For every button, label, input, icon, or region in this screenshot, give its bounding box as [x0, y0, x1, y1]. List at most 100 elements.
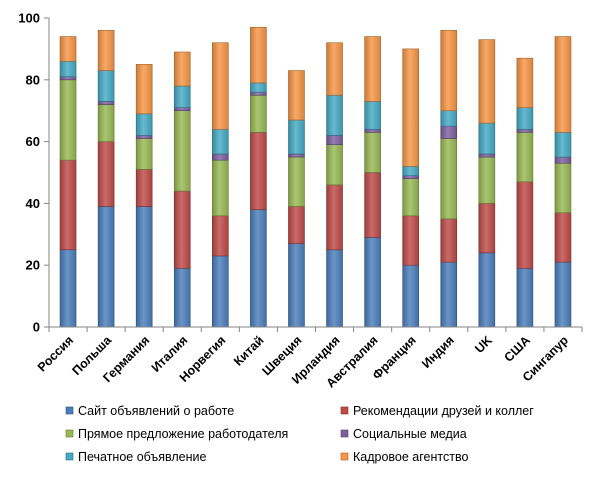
bars-layer: [59, 26, 572, 328]
category-label-10: Индия: [419, 333, 457, 371]
bar-12-5: [516, 57, 534, 108]
bar-0-2: [59, 79, 77, 161]
bar-13-0: [554, 261, 572, 328]
bar-2-3: [135, 135, 153, 139]
legend-swatch-1: [340, 406, 349, 415]
legend-label-4: Печатное объявление: [78, 450, 206, 464]
bar-8-5: [364, 36, 381, 102]
bar-4-5: [212, 42, 229, 130]
bar-13-3: [554, 156, 572, 164]
bar-3-4: [173, 85, 191, 108]
bar-12-1: [516, 181, 534, 269]
bar-5-0: [250, 209, 267, 328]
bar-1-3: [97, 101, 115, 105]
bar-0-1: [59, 159, 77, 251]
bar-1-2: [97, 104, 115, 142]
legend-label-2: Прямое предложение работодателя: [78, 427, 288, 441]
bar-1-1: [97, 141, 115, 207]
bar-5-1: [250, 132, 267, 210]
bar-13-1: [554, 212, 572, 263]
bar-7-4: [326, 94, 343, 136]
legend: Сайт объявлений о работе Рекомендации дру…: [65, 404, 534, 464]
bar-8-1: [364, 172, 381, 238]
bar-10-4: [440, 110, 458, 127]
bar-7-0: [326, 249, 343, 328]
bar-4-2: [212, 159, 229, 217]
bar-0-5: [59, 36, 77, 62]
bar-7-1: [326, 184, 343, 251]
bar-13-4: [554, 132, 572, 158]
bar-0-3: [59, 76, 77, 81]
bar-6-4: [288, 119, 305, 155]
bar-0-0: [59, 249, 77, 328]
bar-3-0: [173, 267, 191, 328]
bar-4-0: [212, 255, 229, 328]
bar-1-4: [97, 70, 115, 102]
bar-11-4: [478, 122, 496, 155]
bar-7-3: [326, 135, 343, 145]
bar-2-2: [135, 138, 153, 170]
bar-1-5: [97, 30, 115, 71]
bar-2-0: [135, 206, 153, 328]
bar-2-4: [135, 113, 153, 136]
legend-label-5: Кадровое агентство: [353, 450, 468, 464]
bar-7-5: [326, 42, 343, 96]
y-tick-label-2: 40: [26, 196, 40, 211]
legend-swatch-5: [340, 452, 349, 461]
bar-12-4: [516, 107, 534, 130]
y-tick-label-5: 100: [18, 11, 40, 26]
y-tick-label-3: 60: [26, 134, 40, 149]
bar-6-0: [288, 243, 305, 328]
bar-4-3: [212, 153, 229, 161]
y-tick-label-1: 20: [26, 258, 40, 273]
bar-10-3: [440, 125, 458, 139]
bar-9-4: [402, 166, 419, 176]
bar-13-2: [554, 162, 572, 213]
bar-9-0: [402, 264, 419, 328]
bar-5-2: [250, 94, 267, 133]
bar-9-2: [402, 178, 419, 217]
legend-swatch-3: [340, 429, 349, 438]
bar-3-3: [173, 107, 191, 112]
category-label-5: Китай: [231, 333, 266, 368]
legend-swatch-4: [65, 452, 74, 461]
bar-12-0: [516, 267, 534, 328]
bar-6-1: [288, 206, 305, 244]
bar-13-5: [554, 36, 572, 133]
bar-8-4: [364, 101, 381, 130]
bar-0-4: [59, 60, 77, 78]
bar-10-2: [440, 138, 458, 220]
bar-11-3: [478, 153, 496, 158]
bar-3-5: [173, 51, 191, 87]
bar-4-4: [212, 128, 229, 155]
legend-label-0: Сайт объявлений о работе: [78, 404, 234, 418]
bar-5-4: [250, 82, 267, 93]
bar-8-2: [364, 132, 381, 173]
bar-6-3: [288, 153, 305, 158]
bar-3-2: [173, 110, 191, 192]
bar-11-0: [478, 252, 496, 328]
bar-5-3: [250, 91, 267, 96]
bar-9-1: [402, 215, 419, 266]
bar-6-5: [288, 70, 305, 121]
y-tick-label-0: 0: [33, 320, 40, 335]
y-tick-label-4: 80: [26, 72, 40, 87]
bar-10-0: [440, 261, 458, 328]
bar-4-1: [212, 215, 229, 257]
legend-label-3: Социальные медиа: [353, 427, 467, 441]
bar-12-2: [516, 132, 534, 183]
bar-9-3: [402, 175, 419, 179]
legend-swatch-2: [65, 429, 74, 438]
bar-2-1: [135, 169, 153, 207]
bar-6-2: [288, 156, 305, 207]
legend-swatch-0: [65, 406, 74, 415]
bar-11-1: [478, 203, 496, 254]
bar-8-3: [364, 128, 381, 133]
bar-8-0: [364, 237, 381, 328]
bar-7-2: [326, 144, 343, 186]
bar-5-5: [250, 26, 267, 84]
bar-3-1: [173, 190, 191, 269]
legend-label-1: Рекомендации друзей и коллег: [353, 404, 534, 418]
